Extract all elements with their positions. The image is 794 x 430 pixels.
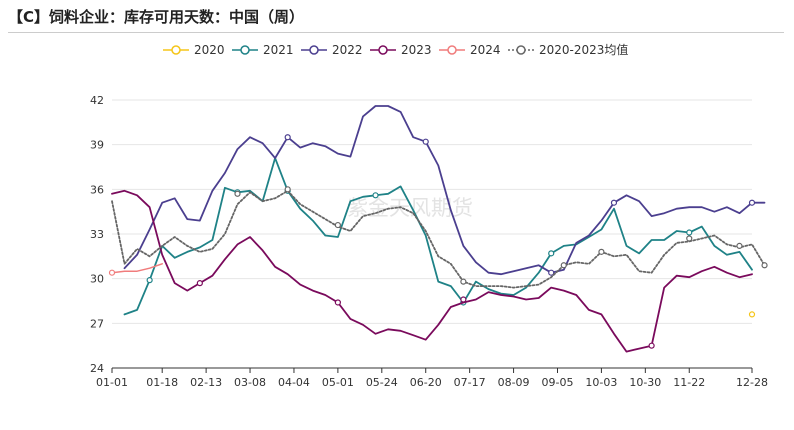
y-tick-label: 42 bbox=[90, 94, 104, 107]
series-2020-2023-line bbox=[111, 189, 766, 289]
legend[interactable]: 2020 2021 2022 2023 2024 2020-2023均值 bbox=[163, 42, 628, 57]
legend-item-2021[interactable]: 2021 bbox=[232, 43, 294, 57]
series-2022-point bbox=[748, 199, 756, 206]
series-2023-point bbox=[196, 280, 203, 287]
y-tick-label: 30 bbox=[90, 273, 104, 286]
legend-item-2020[interactable]: 2020 bbox=[163, 43, 225, 57]
legend-item-2020-2023[interactable]: 2020-2023均值 bbox=[508, 42, 628, 57]
title-divider bbox=[8, 32, 784, 33]
series-2022-point bbox=[548, 269, 555, 276]
y-tick-label: 24 bbox=[90, 362, 104, 375]
series-2021-point bbox=[372, 192, 379, 199]
series-2020-2023-point bbox=[334, 221, 341, 229]
series-2023 bbox=[111, 189, 753, 353]
series-2020-point bbox=[748, 311, 756, 318]
series-2023-point bbox=[648, 342, 655, 349]
page-title: 【C】饲料企业：库存可用天数：中国（周） bbox=[8, 8, 305, 26]
x-tick-label: 10-03 bbox=[585, 376, 617, 389]
series-2022-point bbox=[610, 199, 618, 206]
y-tick-label: 27 bbox=[90, 317, 104, 330]
legend-swatch-marker bbox=[516, 45, 526, 55]
series-2024 bbox=[108, 263, 163, 276]
grid-layer bbox=[112, 99, 752, 324]
y-tick-label: 36 bbox=[90, 183, 104, 196]
legend-item-2024[interactable]: 2024 bbox=[439, 43, 501, 57]
series-2020-2023-point bbox=[686, 235, 693, 242]
series-2020-2023-point bbox=[560, 262, 567, 269]
series-2023-line bbox=[111, 189, 753, 353]
x-tick-label: 03-08 bbox=[234, 376, 266, 389]
series-2023-point bbox=[460, 296, 467, 303]
x-tick-label: 05-01 bbox=[322, 376, 354, 389]
x-tick-label: 05-24 bbox=[366, 376, 398, 389]
series-2021-point bbox=[548, 250, 555, 257]
series-2020-2023-point bbox=[736, 242, 743, 250]
legend-swatch-marker bbox=[309, 45, 319, 55]
legend-swatch-marker bbox=[240, 45, 250, 55]
series-2022-line bbox=[123, 105, 766, 276]
series-2021-line bbox=[123, 157, 753, 316]
series-2020-2023-point bbox=[598, 248, 605, 255]
legend-label: 2020-2023均值 bbox=[539, 42, 628, 57]
x-tick-label: 06-20 bbox=[410, 376, 442, 389]
series-2020-2023-point bbox=[460, 278, 467, 285]
series-2022-point bbox=[284, 134, 291, 141]
legend-label: 2024 bbox=[470, 43, 501, 57]
series-2022 bbox=[123, 105, 766, 276]
legend-item-2022[interactable]: 2022 bbox=[301, 43, 363, 57]
x-tick-label: 10-30 bbox=[629, 376, 661, 389]
series-2020-2023 bbox=[111, 186, 768, 289]
series-2024-point bbox=[108, 269, 116, 276]
legend-label: 2020 bbox=[194, 43, 225, 57]
x-tick-label: 09-05 bbox=[542, 376, 574, 389]
watermark: 紫金天风期货 bbox=[347, 196, 473, 220]
y-tick-label: 33 bbox=[90, 228, 104, 241]
axis-layer: 24 27 30 33 36 39 42 01-01 01-18 02-13 03-08 04-04 0… bbox=[90, 94, 768, 389]
x-tick-label: 07-17 bbox=[454, 376, 486, 389]
series-2020-2023-point bbox=[284, 186, 291, 193]
series-2024-line bbox=[111, 263, 163, 274]
series-layer bbox=[108, 105, 768, 353]
series-2020 bbox=[748, 311, 756, 318]
y-tick-label: 39 bbox=[90, 139, 104, 152]
x-tick-label: 02-13 bbox=[190, 376, 222, 389]
legend-swatch-marker bbox=[447, 45, 457, 55]
series-2023-point bbox=[334, 299, 341, 306]
legend-label: 2023 bbox=[401, 43, 432, 57]
legend-label: 2022 bbox=[332, 43, 363, 57]
series-2020-2023-point bbox=[761, 262, 768, 269]
x-tick-label: 01-18 bbox=[146, 376, 178, 389]
legend-item-2023[interactable]: 2023 bbox=[370, 43, 432, 57]
x-tick-label: 04-04 bbox=[278, 376, 310, 389]
x-tick-label: 12-28 bbox=[736, 376, 768, 389]
legend-swatch-marker bbox=[171, 45, 181, 55]
series-2022-point bbox=[422, 138, 429, 145]
legend-swatch-marker bbox=[378, 45, 388, 55]
legend-label: 2021 bbox=[263, 43, 294, 57]
series-2021-point bbox=[686, 229, 693, 236]
x-tick-label: 11-22 bbox=[673, 376, 705, 389]
x-tick-label: 08-09 bbox=[498, 376, 530, 389]
series-2021-point bbox=[146, 277, 153, 284]
series-2020-2023-point bbox=[234, 190, 241, 197]
x-tick-label: 01-01 bbox=[96, 376, 128, 389]
